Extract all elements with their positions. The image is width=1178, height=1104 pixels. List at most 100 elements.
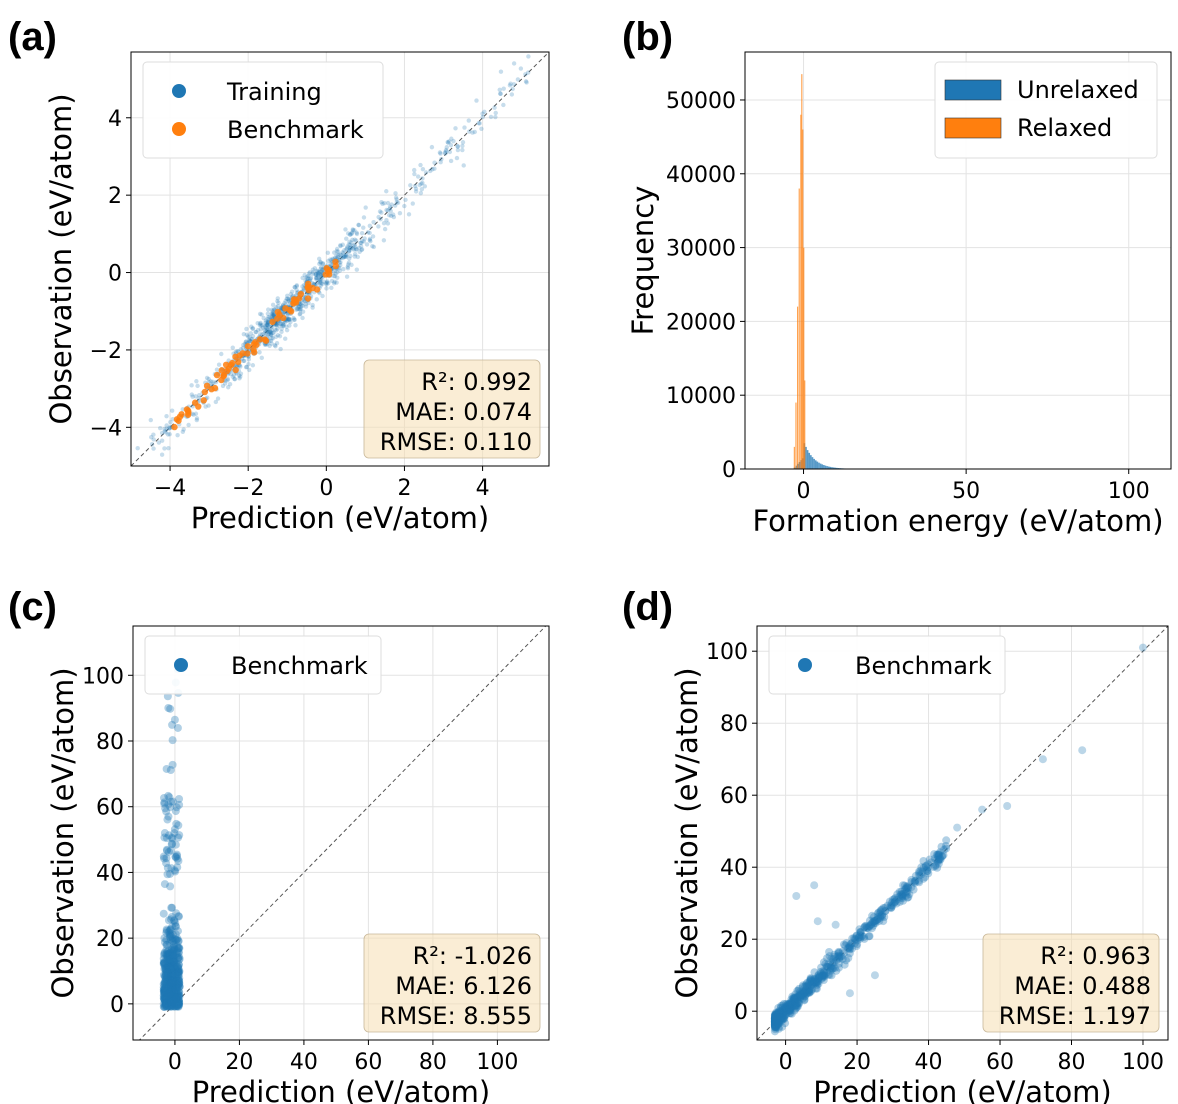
data-point <box>358 241 362 245</box>
data-point <box>245 365 249 369</box>
data-point <box>382 238 386 242</box>
data-point <box>175 795 183 803</box>
y-tick-label: 2 <box>108 184 122 209</box>
data-point <box>318 260 322 264</box>
data-point <box>162 972 170 980</box>
data-point <box>368 237 372 241</box>
data-point <box>162 446 166 450</box>
data-point <box>332 280 336 284</box>
data-point <box>195 418 199 422</box>
data-point <box>862 922 870 930</box>
data-point <box>355 268 359 272</box>
data-point <box>326 259 330 263</box>
y-tick-label: 100 <box>706 640 748 665</box>
data-point <box>163 985 171 993</box>
data-point <box>170 409 174 413</box>
data-point <box>202 389 208 395</box>
data-point <box>185 408 191 414</box>
data-point <box>168 923 176 931</box>
data-point <box>279 322 283 326</box>
data-point <box>1039 755 1047 763</box>
data-point <box>300 276 304 280</box>
data-point <box>174 944 182 952</box>
data-point <box>296 295 302 301</box>
data-point <box>171 1000 179 1008</box>
x-axis-label: Prediction (eV/atom) <box>813 1075 1112 1104</box>
data-point <box>165 793 173 801</box>
data-point <box>168 904 176 912</box>
data-point <box>173 852 181 860</box>
histogram-bar <box>805 447 807 469</box>
data-point <box>293 323 297 327</box>
data-point <box>477 121 481 125</box>
data-point <box>376 224 380 228</box>
stats-line: R²: 0.992 <box>421 368 532 396</box>
legend-swatch <box>945 80 1001 100</box>
data-point <box>499 70 503 74</box>
histogram-bar <box>807 450 809 469</box>
data-point <box>231 345 235 349</box>
data-point <box>149 418 153 422</box>
data-point <box>315 297 319 301</box>
data-point <box>220 373 226 379</box>
data-point <box>290 300 296 306</box>
y-axis-label: Frequency <box>626 186 660 336</box>
data-point <box>279 330 283 334</box>
data-point <box>161 804 169 812</box>
data-point <box>166 951 174 959</box>
stats-line: MAE: 6.126 <box>395 972 532 1000</box>
stats-box: R²: 0.992MAE: 0.074RMSE: 0.110 <box>364 360 540 458</box>
data-point <box>236 352 242 358</box>
data-point <box>891 898 899 906</box>
histogram-bar <box>794 447 795 469</box>
data-point <box>482 110 486 114</box>
data-point <box>347 249 351 253</box>
data-point <box>432 160 436 164</box>
data-point <box>1139 644 1147 652</box>
data-point <box>190 392 194 396</box>
data-point <box>326 251 330 255</box>
data-point <box>169 736 177 744</box>
data-point <box>135 446 139 450</box>
data-point <box>221 384 225 388</box>
data-point <box>461 140 465 144</box>
y-tick-label: 20 <box>96 927 124 952</box>
stats-line: MAE: 0.488 <box>1014 972 1151 1000</box>
data-point <box>516 77 520 81</box>
data-point <box>881 904 889 912</box>
data-point <box>251 363 255 367</box>
data-point <box>149 435 153 439</box>
x-axis-label: Prediction (eV/atom) <box>192 1075 491 1104</box>
data-point <box>501 103 505 107</box>
data-point <box>379 200 383 204</box>
data-point <box>820 976 828 984</box>
series-benchmark <box>160 665 184 1011</box>
legend-label: Unrelaxed <box>1017 76 1139 104</box>
stats-line: RMSE: 1.197 <box>999 1002 1151 1030</box>
histogram-bar <box>808 453 810 469</box>
x-tick-label: 2 <box>397 476 411 501</box>
data-point <box>820 958 828 966</box>
y-tick-label: 60 <box>96 796 124 821</box>
data-point <box>271 303 275 307</box>
data-point <box>814 917 822 925</box>
data-point <box>424 170 428 174</box>
data-point <box>275 341 279 345</box>
x-axis-label: Prediction (eV/atom) <box>191 501 490 535</box>
histogram-bar <box>801 74 802 469</box>
data-point <box>249 331 253 335</box>
x-tick-label: 4 <box>476 476 490 501</box>
data-point <box>256 328 260 332</box>
data-point <box>407 212 411 216</box>
data-point <box>139 468 143 472</box>
data-point <box>341 267 345 271</box>
data-point <box>166 446 170 450</box>
data-point <box>244 327 248 331</box>
data-point <box>282 305 288 311</box>
data-point <box>421 167 425 171</box>
y-tick-label: 10000 <box>666 384 736 409</box>
data-point <box>360 231 364 235</box>
data-point <box>915 870 923 878</box>
x-tick-label: 0 <box>168 1050 182 1075</box>
